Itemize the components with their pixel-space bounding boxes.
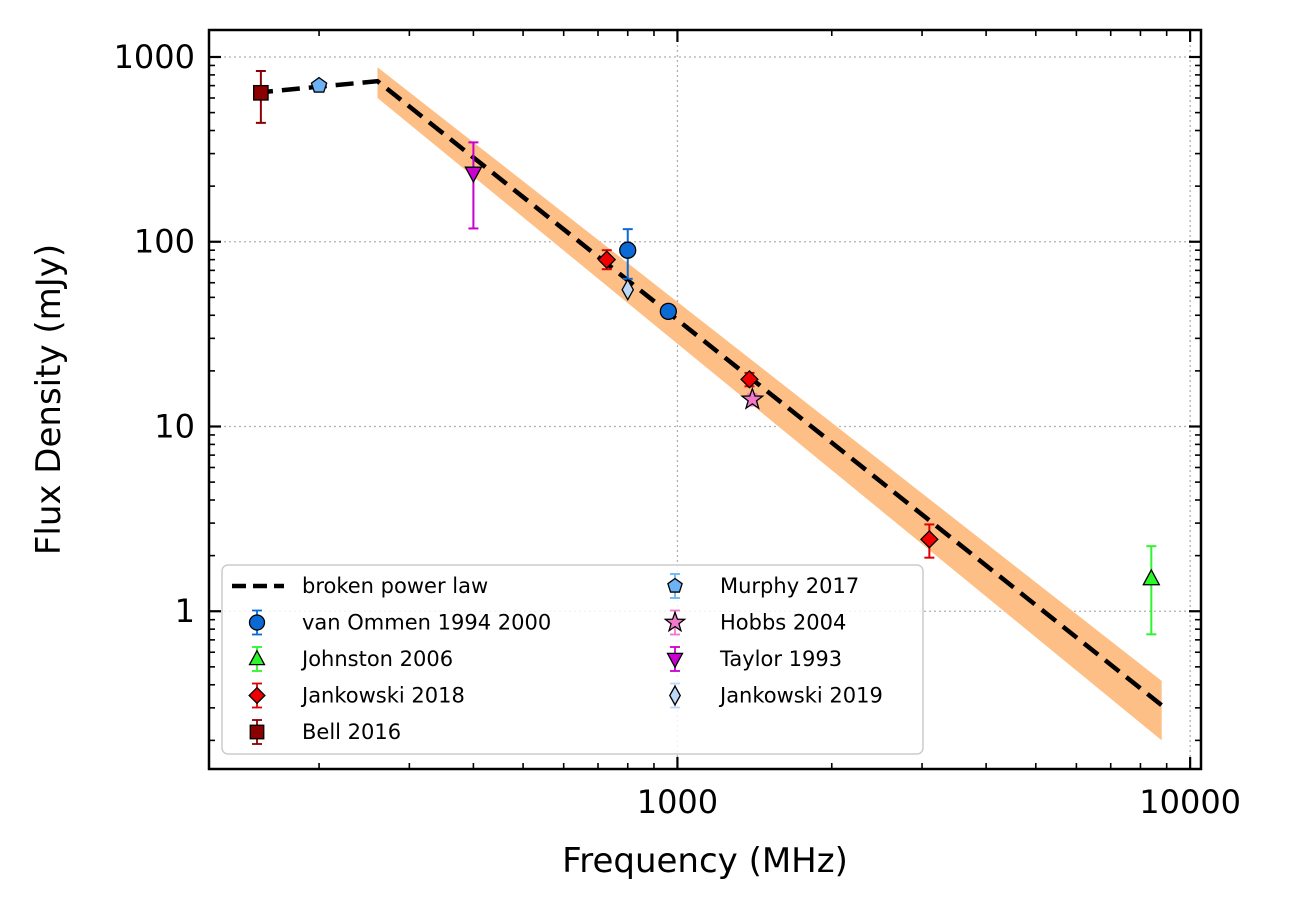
legend-marker [248,649,266,666]
legend-label: Jankowski 2018 [300,684,465,708]
data-point-marker [464,166,483,184]
data-point-marker [920,530,939,549]
legend-label: Murphy 2017 [720,574,859,598]
legend-marker [667,577,683,593]
y-tick-label: 100 [134,223,195,261]
legend-label: Jankowski 2019 [718,684,883,708]
axes-frame [207,28,1203,771]
data-point-marker [740,386,765,410]
legend-label: Taylor 1993 [719,647,842,671]
data-point-marker [659,302,677,321]
legend-marker [663,610,687,633]
data-point-marker [253,84,269,101]
uncertainty-band [377,67,1162,741]
legend-label: van Ommen 1994 2000 [302,611,551,635]
data-point-marker [619,241,637,259]
legend-label: Bell 2016 [302,720,401,744]
model-uncertainty-band [377,67,1162,741]
data-point-marker [1142,568,1161,586]
broken-power-law-line [254,78,1164,707]
data-point-marker [597,250,617,269]
data-point-marker [310,76,328,93]
data-point-marker [740,370,759,389]
y-axis-label: Flux Density (mJy) [29,244,69,555]
x-tick-label: 1000 [637,783,718,821]
plot-frame [207,28,1203,771]
x-tick-label: 10000 [1139,783,1241,821]
x-axis-label: Frequency (MHz) [562,841,848,881]
data-points [253,69,1161,636]
legend-marker [669,684,681,707]
legend-label: Hobbs 2004 [720,611,846,635]
legend-marker [666,652,684,669]
axis-ticks: 1000 10000 1 10 100 1000 [114,30,1241,821]
legend: broken power law van Ommen 1994 2000 Johns… [221,564,924,755]
legend-marker [248,614,266,631]
y-tick-label: 1000 [114,38,195,76]
data-point-marker [621,278,635,302]
legend-label: broken power law [302,574,488,598]
y-tick-label: 10 [154,407,195,445]
model-line [254,78,1164,707]
legend-marker [249,724,265,740]
y-tick-label: 1 [175,592,195,630]
legend-marker [248,686,266,705]
legend-label: Johnston 2006 [300,647,453,671]
legend-box [221,564,924,755]
